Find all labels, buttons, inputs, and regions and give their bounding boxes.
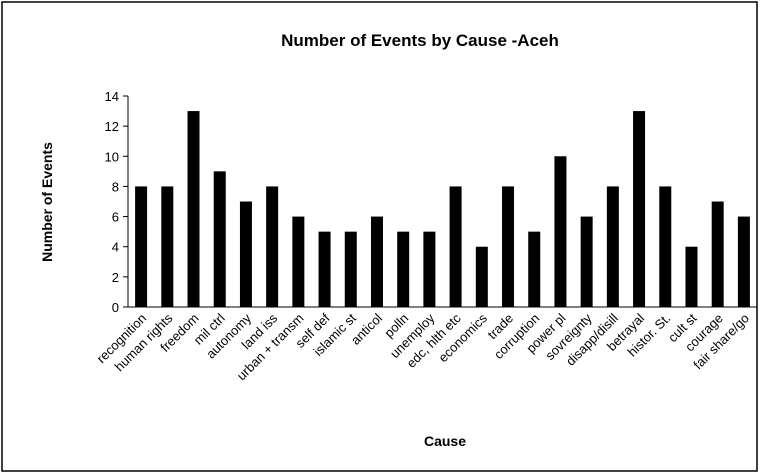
bar [502, 186, 515, 307]
y-tick-label: 14 [105, 89, 119, 104]
bar [659, 186, 672, 307]
bar [685, 246, 698, 307]
bar [370, 216, 383, 307]
y-tick-label: 2 [112, 270, 119, 285]
bar [449, 186, 462, 307]
y-axis-title: Number of Events [39, 142, 55, 262]
bar [318, 231, 331, 307]
bar [239, 201, 252, 307]
bar [213, 171, 226, 307]
bar [135, 186, 148, 307]
bar [580, 216, 593, 307]
bar [423, 231, 436, 307]
y-tick-label: 12 [105, 119, 119, 134]
bar [397, 231, 410, 307]
bar [633, 111, 646, 307]
bar [161, 186, 174, 307]
y-tick-label: 0 [112, 300, 119, 315]
bar [344, 231, 357, 307]
bar [292, 216, 305, 307]
bar [528, 231, 541, 307]
bar [266, 186, 279, 307]
chart-title: Number of Events by Cause -Aceh [281, 31, 559, 50]
bar [737, 216, 750, 307]
bar [711, 201, 724, 307]
bar [475, 246, 488, 307]
x-axis-title: Cause [424, 433, 466, 449]
y-tick-label: 4 [112, 240, 119, 255]
bar [187, 111, 200, 307]
y-tick-label: 6 [112, 210, 119, 225]
y-tick-label: 10 [105, 149, 119, 164]
bar [606, 186, 619, 307]
y-tick-label: 8 [112, 179, 119, 194]
bar [554, 156, 567, 307]
